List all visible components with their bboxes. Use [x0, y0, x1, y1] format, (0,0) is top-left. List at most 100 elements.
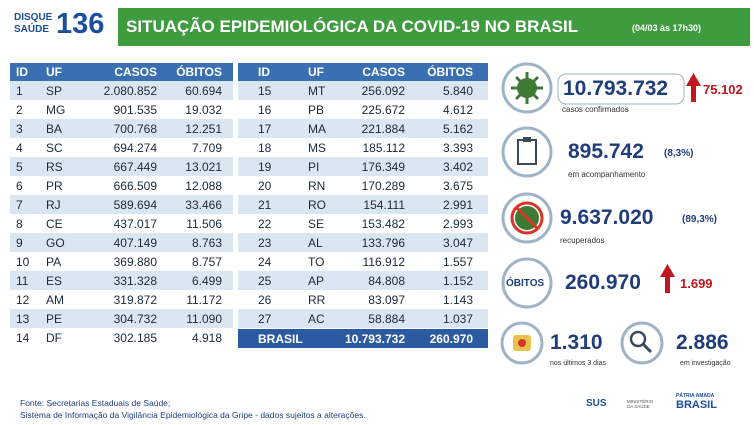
deaths-increase: 1.699	[680, 276, 713, 291]
table-cell: 6	[16, 179, 23, 193]
table-cell: RS	[46, 160, 63, 174]
table-cell: 4	[16, 141, 23, 155]
table-cell: RR	[308, 293, 326, 307]
recovered-label: recuperados	[560, 236, 605, 245]
recovered-value: 9.637.020	[560, 206, 654, 229]
table-cell: RO	[308, 198, 326, 212]
country: BRASIL	[676, 399, 717, 411]
table-cell: 14	[16, 331, 30, 345]
table-cell: 8.763	[191, 236, 222, 250]
logo-number: 136	[56, 8, 105, 40]
recent-value: 1.310	[550, 331, 603, 354]
table-cell: 694.274	[113, 141, 157, 155]
table-cell: 3	[16, 122, 23, 136]
table-cell: 1.037	[442, 312, 473, 326]
table-cell: PA	[46, 255, 62, 269]
table-cell: 83.097	[368, 293, 405, 307]
deaths-label: ÓBITOS	[506, 278, 545, 289]
sus-logo: SUS	[586, 398, 607, 409]
table-cell: AC	[308, 312, 325, 326]
table-cell: 133.796	[361, 236, 405, 250]
date: (04/03 às 17h30)	[632, 23, 702, 33]
column-header: ÓBITOS	[427, 65, 473, 79]
table-cell: SC	[46, 141, 63, 155]
table-cell: 11.172	[186, 293, 222, 307]
table-cell: 19	[258, 160, 272, 174]
column-header: CASOS	[362, 65, 405, 79]
table-cell: MT	[308, 84, 326, 98]
table-cell: MG	[46, 103, 66, 117]
table-cell: 221.884	[361, 122, 405, 136]
table-cell: PI	[308, 160, 320, 174]
table-cell: 13	[16, 312, 30, 326]
table-cell: DF	[46, 331, 62, 345]
table-cell: 437.017	[113, 217, 157, 231]
table-cell: 12	[16, 293, 30, 307]
table-cell: 116.912	[362, 255, 406, 269]
table-cell: 3.675	[442, 179, 473, 193]
table-cell: 17	[258, 122, 272, 136]
table-cell: 901.535	[113, 103, 157, 117]
recent-label: nos últimos 3 dias	[550, 360, 607, 367]
table-cell: 5	[16, 160, 23, 174]
logo-text: DISQUE	[14, 12, 53, 23]
table-cell: 2.993	[442, 217, 473, 231]
row-stripe	[238, 309, 488, 328]
table-cell: 16	[258, 103, 272, 117]
slogan: PÁTRIA AMADA	[676, 393, 715, 399]
table-cell: 33.466	[185, 198, 222, 212]
table-cell: 2	[16, 103, 23, 117]
table-cell: 407.149	[113, 236, 157, 250]
total-cases: 10.793.732	[344, 332, 405, 346]
table-cell: 27	[258, 312, 272, 326]
table-cell: 25	[258, 274, 272, 288]
table-cell: 22	[258, 217, 272, 231]
table-cell: 4.918	[191, 331, 222, 345]
table-cell: MA	[308, 122, 326, 136]
table-cell: 5.162	[442, 122, 473, 136]
table-cell: 170.289	[361, 179, 405, 193]
table-cell: 3.402	[442, 160, 473, 174]
monitoring-value: 895.742	[568, 140, 644, 163]
table-cell: 331.328	[113, 274, 157, 288]
table-cell: 9	[16, 236, 23, 250]
column-header: ID	[16, 65, 28, 79]
column-header: CASOS	[114, 65, 157, 79]
table-cell: PB	[308, 103, 325, 117]
table-cell: AM	[46, 293, 64, 307]
row-stripe	[238, 157, 488, 176]
table-cell: SP	[46, 84, 63, 98]
row-stripe	[238, 119, 488, 138]
table-cell: GO	[46, 236, 65, 250]
column-header: ID	[258, 65, 270, 79]
row-stripe	[238, 233, 488, 252]
table-cell: 256.092	[361, 84, 405, 98]
confirmed-increase: 75.102	[703, 82, 743, 97]
investigation-label: em investigação	[680, 360, 731, 367]
logo-text: SAÚDE	[14, 24, 50, 35]
table-cell: 58.884	[368, 312, 405, 326]
table-cell: 11.090	[186, 312, 222, 326]
table-cell: 319.872	[113, 293, 157, 307]
table-cell: 8.757	[191, 255, 222, 269]
table-cell: 11	[16, 274, 29, 288]
table-cell: 369.880	[113, 255, 157, 269]
table-cell: 1.557	[442, 255, 473, 269]
confirmed-value: 10.793.732	[563, 77, 669, 100]
column-header: ÓBITOS	[176, 65, 222, 79]
table-cell: PR	[46, 179, 63, 193]
row-stripe	[10, 271, 233, 290]
total-label: BRASIL	[258, 332, 303, 346]
table-cell: ES	[46, 274, 63, 288]
table-cell: 1	[16, 84, 23, 98]
table-cell: 5.840	[442, 84, 473, 98]
monitoring-percent: (8,3%)	[664, 148, 694, 159]
recovered-percent: (89,3%)	[682, 214, 718, 225]
table-cell: 19.032	[185, 103, 222, 117]
column-header: UF	[46, 65, 62, 79]
row-stripe	[10, 81, 233, 100]
table-cell: 1.143	[442, 293, 473, 307]
table-cell: 13.021	[185, 160, 222, 174]
